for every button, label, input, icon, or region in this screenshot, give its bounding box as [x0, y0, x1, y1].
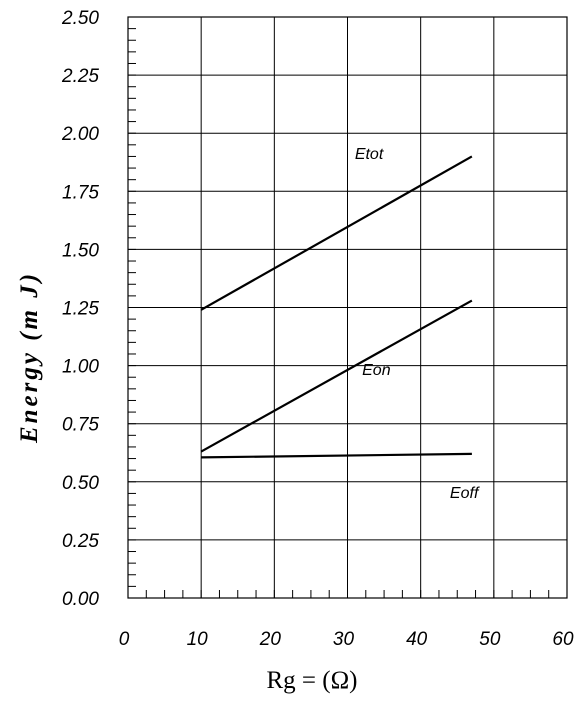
- series-line-eon: [200, 299, 473, 453]
- y-tick-label: 0.00: [62, 589, 99, 610]
- x-tick-label: 40: [406, 629, 428, 650]
- y-tick-label: 1.25: [62, 299, 99, 320]
- y-tick-label: 2.00: [61, 124, 99, 145]
- y-axis-label: Energy (m J): [16, 271, 43, 444]
- plot-frame: [127, 16, 568, 599]
- x-axis-label: Rg = (Ω): [266, 667, 357, 694]
- series-line-etot: [200, 155, 473, 311]
- y-tick-label: 1.50: [62, 240, 99, 261]
- y-tick-label: 1.75: [62, 182, 99, 203]
- tick-labels: 0 10 20 30 40 50 60 0.00 0.25 0.50 0.75 1.00 1.25 1.5…: [61, 8, 574, 650]
- series-lines: Etot Eon Eoff: [200, 146, 480, 502]
- series-label-eoff: Eoff: [450, 485, 480, 502]
- x-tick-label: 0: [119, 629, 130, 650]
- x-tick-label: 60: [552, 629, 574, 650]
- grid: [128, 17, 567, 598]
- x-tick-label: 30: [333, 629, 355, 650]
- y-tick-label: 1.00: [62, 357, 99, 378]
- series-label-etot: Etot: [355, 146, 384, 163]
- y-tick-label: 0.25: [62, 531, 99, 552]
- series-line-eoff: [201, 452, 472, 459]
- series-label-eon: Eon: [362, 362, 391, 379]
- y-tick-label: 2.50: [61, 8, 99, 29]
- y-tick-label: 0.50: [62, 473, 99, 494]
- x-tick-label: 20: [259, 629, 282, 650]
- x-tick-label: 10: [187, 629, 209, 650]
- x-tick-label: 50: [479, 629, 501, 650]
- y-tick-label: 2.25: [61, 66, 99, 87]
- y-tick-label: 0.75: [62, 415, 99, 436]
